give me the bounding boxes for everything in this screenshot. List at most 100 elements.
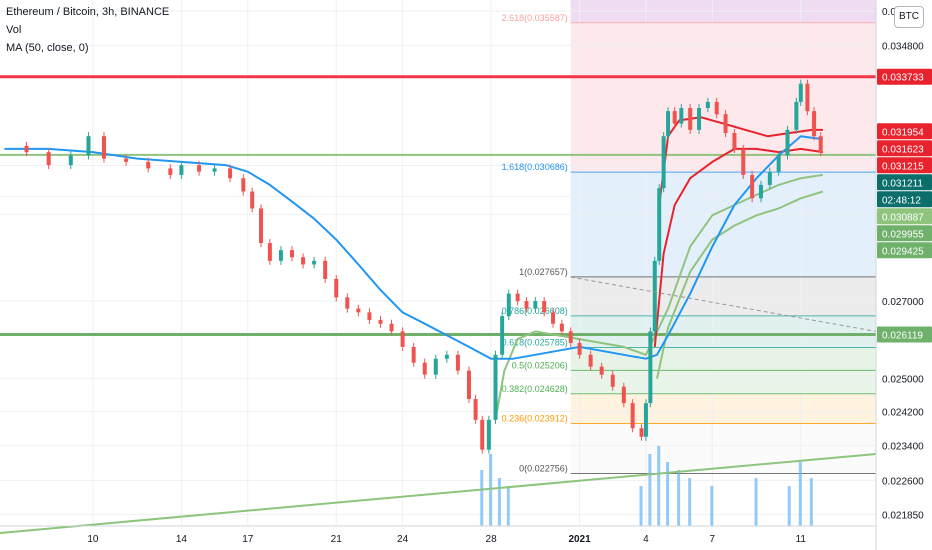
- price-badge: [877, 123, 932, 140]
- volume-bar: [657, 446, 661, 526]
- volume-bar: [677, 470, 681, 526]
- candle-body: [168, 168, 173, 175]
- candle-body: [323, 260, 328, 279]
- price-badge: [877, 242, 932, 259]
- candle-body: [278, 250, 283, 261]
- volume-bar: [688, 478, 692, 526]
- candle-body: [661, 136, 666, 189]
- red-band-upper-line: [658, 116, 823, 206]
- candle-body: [378, 319, 383, 324]
- x-tick-label: 17: [242, 534, 254, 545]
- price-badge: [877, 140, 932, 157]
- y-tick-label: 0.024200: [882, 407, 924, 418]
- y-tick-label: 0.022600: [882, 476, 924, 487]
- fib-zone: [570, 22, 876, 173]
- candle-body: [599, 366, 604, 375]
- x-tick-label: 24: [397, 534, 409, 545]
- price-badge-label: 0.029955: [882, 229, 924, 240]
- candle-body: [679, 108, 684, 124]
- fib-level-label: 1.618(0.030686): [502, 162, 568, 172]
- candle-body: [551, 312, 556, 324]
- candle-body: [610, 374, 615, 387]
- candle-body: [588, 354, 593, 367]
- fib-level-label: 0.786(0.026608): [502, 306, 568, 316]
- price-badge-label: 0.033733: [882, 73, 924, 84]
- x-tick-label: 14: [176, 534, 188, 545]
- candle-body: [568, 331, 573, 344]
- candle-body: [714, 101, 719, 115]
- candle-body: [493, 354, 498, 420]
- candle-body: [672, 111, 677, 124]
- volume-bar: [787, 486, 791, 526]
- candle-body: [639, 428, 644, 437]
- candle-body: [812, 111, 817, 137]
- candle-body: [250, 191, 255, 209]
- ma50-line: [4, 135, 824, 360]
- price-badge-label: 0.031211: [882, 178, 923, 189]
- candle-body: [648, 331, 653, 404]
- candle-body: [433, 358, 438, 375]
- candle-body: [124, 158, 129, 162]
- candle-body: [818, 136, 823, 153]
- candle-body: [480, 419, 485, 450]
- price-badge: [877, 191, 932, 208]
- volume-bar: [639, 486, 643, 526]
- green-ma-2-line: [656, 190, 824, 379]
- x-tick-label: 7: [710, 534, 716, 545]
- candle-body: [267, 243, 272, 261]
- candle-body: [455, 354, 460, 371]
- volume-bar: [754, 478, 758, 526]
- candle-body: [542, 301, 547, 313]
- x-tick-label: 11: [796, 534, 807, 545]
- candle-body: [697, 108, 702, 130]
- y-tick-label: 0.021850: [882, 510, 924, 521]
- volume-bar: [710, 486, 714, 526]
- fib-zone: [570, 423, 876, 474]
- y-tick-label: 0.023400: [882, 441, 924, 452]
- candle-body: [805, 83, 810, 112]
- price-badge-label: 0.026119: [882, 331, 923, 342]
- y-tick-label: 0.034800: [882, 41, 924, 52]
- candle-body: [533, 301, 538, 309]
- candle-body: [723, 114, 728, 134]
- price-badge-label: 0.031215: [882, 161, 924, 172]
- currency-badge[interactable]: BTC: [894, 6, 924, 28]
- x-tick-label: 21: [331, 534, 343, 545]
- candle-body: [334, 278, 339, 298]
- fib-zone: [570, 347, 876, 371]
- candle-body: [515, 293, 520, 302]
- candle-body: [101, 136, 106, 159]
- price-badge-label: 0.030887: [882, 212, 924, 223]
- volume-label: Vol: [6, 24, 22, 36]
- candle-body: [785, 129, 790, 156]
- x-tick-label: 10: [87, 534, 99, 545]
- candle-body: [758, 184, 763, 199]
- candle-body: [422, 362, 427, 375]
- candle-body: [241, 178, 246, 192]
- volume-bar: [666, 462, 670, 526]
- candle-body: [643, 403, 648, 437]
- volume-bar: [798, 462, 802, 526]
- candle-body: [46, 152, 51, 166]
- candle-body: [506, 293, 511, 317]
- candle-body: [486, 419, 491, 450]
- candle-body: [798, 83, 803, 102]
- volume-bar: [489, 454, 493, 526]
- candle-body: [24, 145, 29, 153]
- fib-level-label: 0.5(0.025206): [512, 360, 568, 370]
- candle-body: [750, 174, 755, 199]
- y-tick-label: 0.025000: [882, 375, 924, 386]
- fib-zone: [570, 315, 876, 348]
- candle-body: [732, 133, 737, 149]
- candle-body: [301, 257, 306, 265]
- candle-body: [666, 111, 671, 137]
- green-ma-line: [494, 173, 824, 420]
- price-badge-label: 0.031954: [882, 127, 924, 138]
- price-badge-label: 0.031623: [882, 144, 924, 155]
- volume-bar: [506, 486, 510, 526]
- x-tick-label: 28: [486, 534, 498, 545]
- price-badge: [877, 225, 932, 242]
- candle-body: [179, 165, 184, 175]
